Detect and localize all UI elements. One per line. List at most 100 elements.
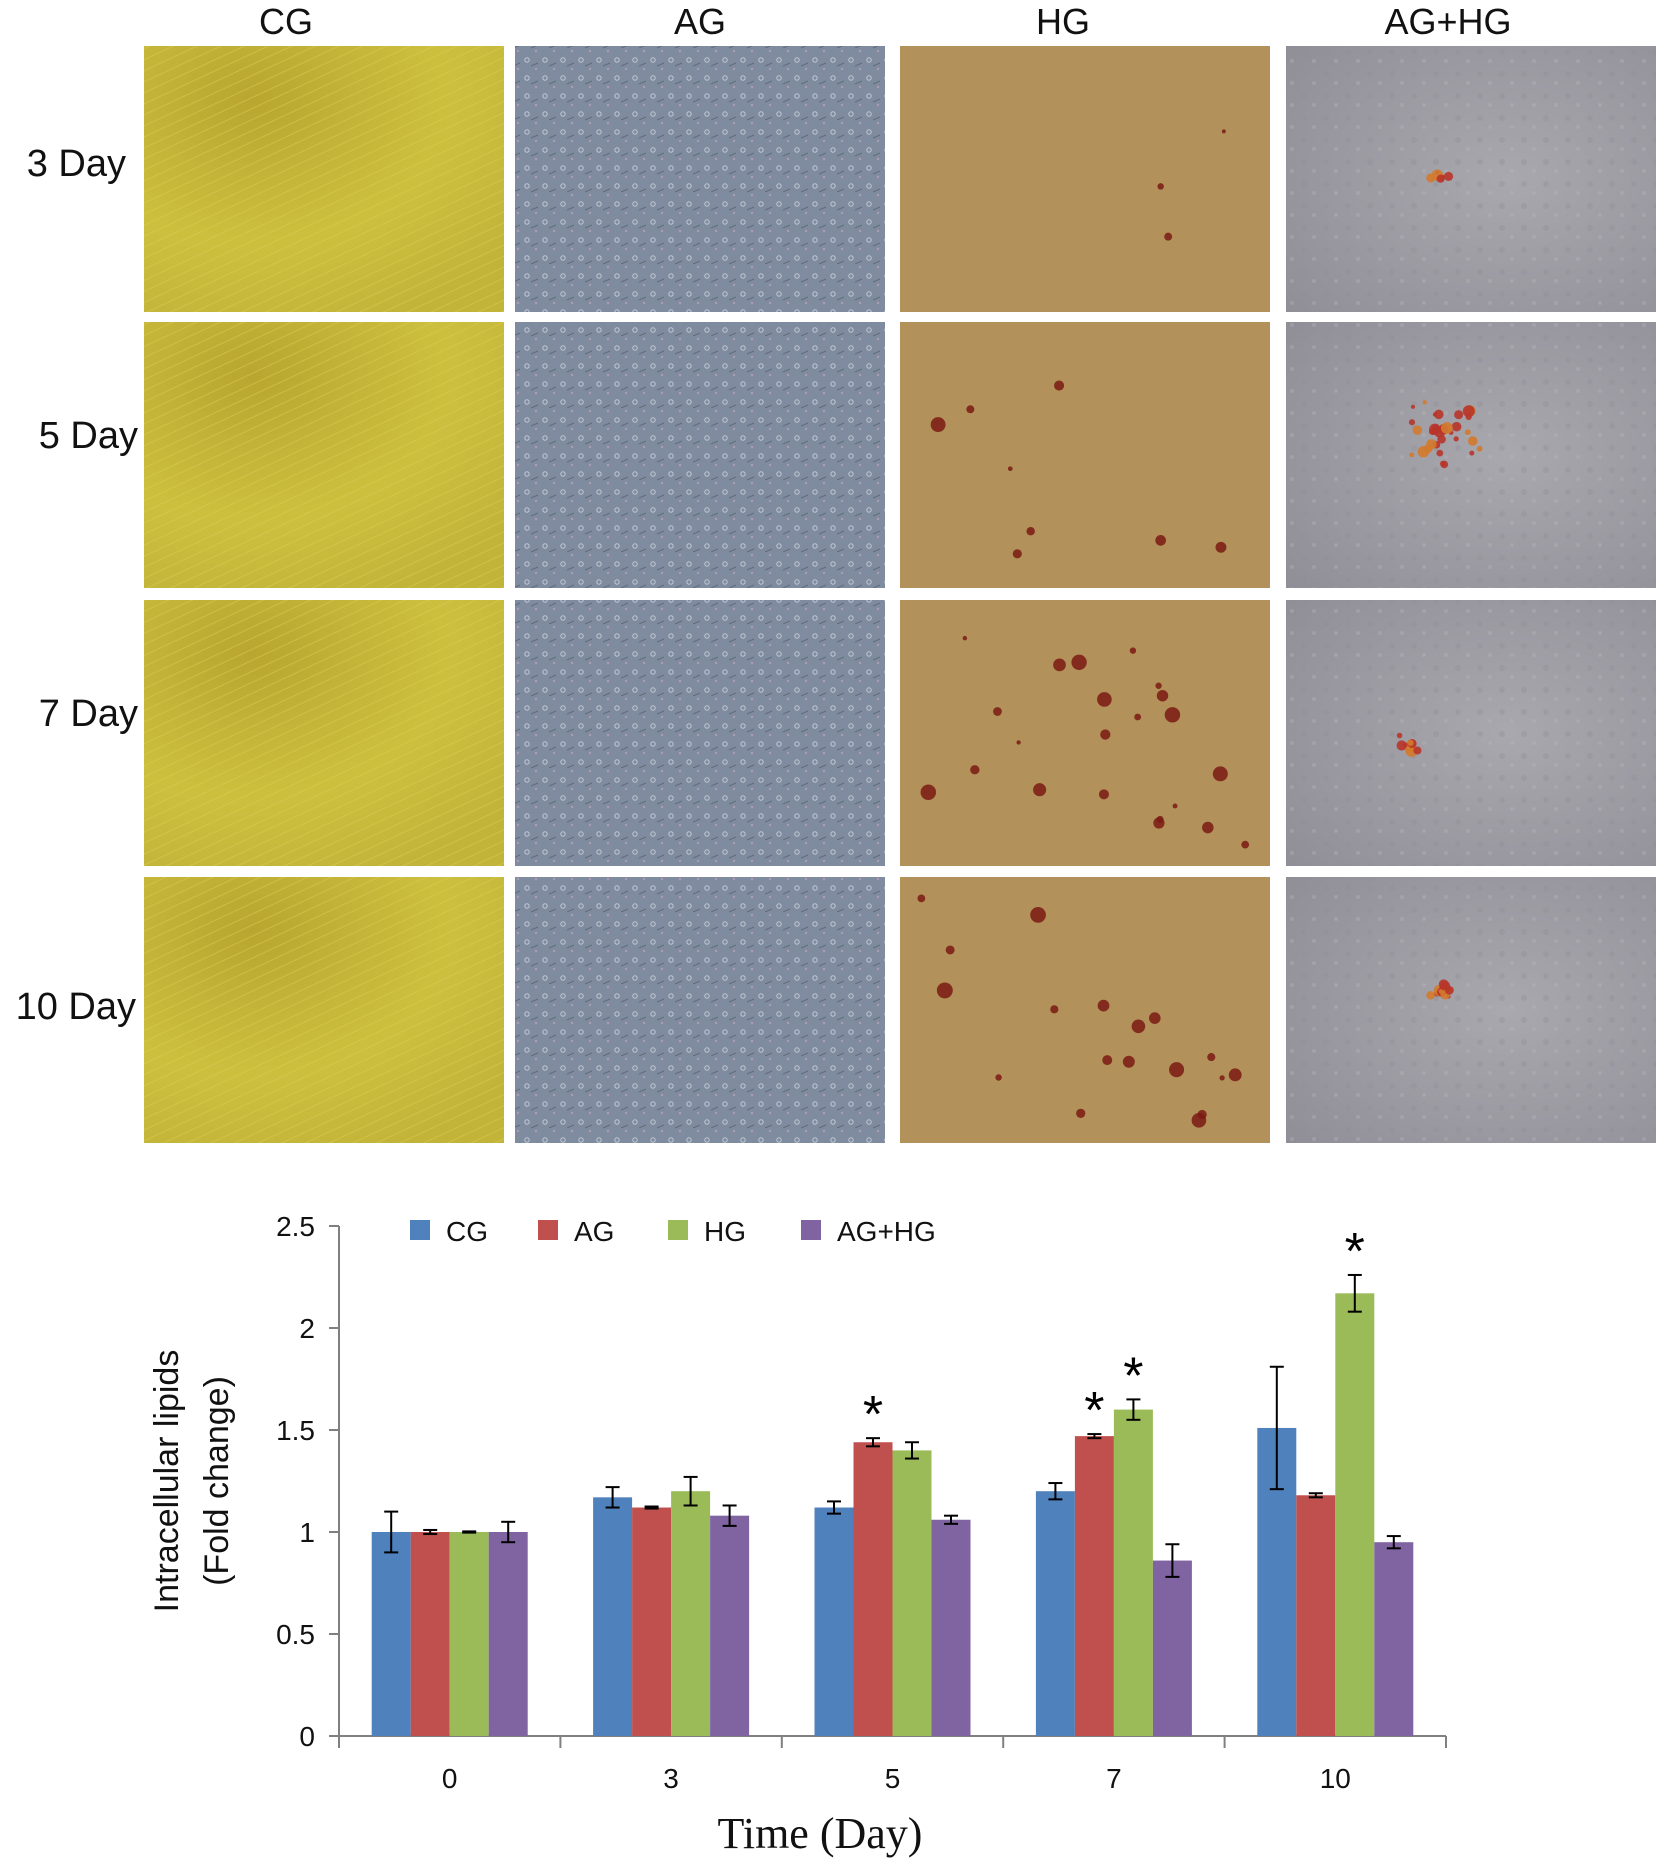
micrograph-texture xyxy=(144,322,504,588)
x-tick-label-5: 5 xyxy=(885,1763,901,1794)
lipid-droplet xyxy=(1241,840,1250,849)
micrograph-texture xyxy=(1286,877,1656,1143)
lipid-droplet xyxy=(1476,445,1483,452)
lipid-droplet xyxy=(1076,1108,1086,1118)
micrograph-background xyxy=(900,322,1270,588)
lipid-droplet xyxy=(1155,535,1167,546)
x-tick-label-10: 10 xyxy=(1320,1763,1351,1794)
bar-ag-day-3 xyxy=(632,1507,672,1736)
micrograph-ag-5-day xyxy=(515,322,885,588)
lipid-droplet xyxy=(1157,183,1164,190)
legend-label-ag: AG xyxy=(574,1216,614,1247)
lipid-droplet xyxy=(1454,410,1464,420)
lipid-droplet xyxy=(1097,692,1112,707)
lipid-droplet xyxy=(1100,729,1111,740)
micrograph-grid: CG AG HG AG+HG 3 Day 5 Day 7 Day 10 Day xyxy=(16,1,1656,1143)
legend-swatch-cg xyxy=(410,1220,430,1240)
micrograph-cg-10-day xyxy=(144,877,504,1143)
lipid-droplet xyxy=(1172,803,1178,809)
lipid-droplet xyxy=(1156,689,1169,702)
lipid-droplet xyxy=(1438,989,1444,994)
legend-label-hg: HG xyxy=(704,1216,746,1247)
micrograph-texture xyxy=(144,877,504,1143)
lipid-droplet xyxy=(1033,783,1047,797)
lipid-droplet xyxy=(1026,526,1035,536)
bar-hg-day-10 xyxy=(1335,1293,1375,1736)
bar-ag-hg-day-0 xyxy=(488,1532,528,1736)
lipid-droplet xyxy=(1407,739,1414,746)
lipid-droplet xyxy=(1129,647,1137,654)
bar-cg-day-7 xyxy=(1035,1491,1075,1736)
y-tick-label: 0.5 xyxy=(276,1619,315,1650)
lipid-droplet xyxy=(1434,409,1444,420)
lipid-droplet xyxy=(1134,713,1142,721)
lipid-droplet xyxy=(1102,1055,1113,1066)
bar-ag-hg-day-3 xyxy=(710,1515,750,1736)
lipid-droplet xyxy=(1030,907,1046,923)
lipid-droplet xyxy=(1440,422,1453,434)
lipid-droplet xyxy=(1422,400,1427,405)
micrograph-texture xyxy=(515,322,885,588)
legend-label-ag-hg: AG+HG xyxy=(837,1216,936,1247)
lipid-droplet xyxy=(1053,658,1066,672)
lipid-droplet xyxy=(1412,425,1423,435)
lipid-droplet xyxy=(1012,549,1022,559)
lipid-droplet xyxy=(1426,991,1435,1000)
bar-ag-day-0 xyxy=(410,1532,450,1736)
lipid-droplet xyxy=(1453,436,1459,442)
lipid-droplet xyxy=(1097,999,1110,1012)
lipid-droplet xyxy=(1436,449,1444,457)
legend-swatch-ag xyxy=(538,1220,558,1240)
lipid-droplet xyxy=(1169,1062,1185,1078)
micrograph-texture xyxy=(144,600,504,866)
y-tick-label: 0 xyxy=(299,1721,315,1752)
lipid-droplet xyxy=(1191,1113,1207,1128)
lipid-droplet xyxy=(1438,979,1449,990)
y-tick-label: 1 xyxy=(299,1517,315,1548)
lipid-droplet xyxy=(1451,421,1462,432)
lipid-droplet xyxy=(1464,429,1471,436)
bar-ag-day-7 xyxy=(1074,1436,1114,1736)
lipid-droplet xyxy=(1219,1075,1225,1081)
lipid-droplet xyxy=(1443,171,1454,181)
micrograph-texture xyxy=(515,46,885,312)
lipid-droplet xyxy=(1050,1005,1059,1014)
lipid-droplet xyxy=(993,707,1002,716)
lipid-droplet xyxy=(1432,412,1438,417)
micrograph-ag-hg-7-day xyxy=(1286,600,1656,866)
lipid-droplet xyxy=(970,765,980,775)
x-axis-title: Time (Day) xyxy=(718,1809,923,1858)
bar-ag-hg-day-10 xyxy=(1374,1542,1414,1736)
significance-star: * xyxy=(1345,1223,1365,1281)
lipid-droplet xyxy=(1413,746,1422,755)
lipid-droplet xyxy=(1221,129,1226,134)
y-axis-title: Intracellular lipids xyxy=(148,1350,186,1613)
lipid-droplet xyxy=(1122,1055,1135,1068)
significance-star: * xyxy=(863,1386,883,1444)
lipid-droplet xyxy=(1445,985,1454,995)
lipid-droplet xyxy=(1396,732,1403,739)
lipid-droplet xyxy=(1409,452,1415,458)
bar-hg-day-7 xyxy=(1113,1409,1153,1736)
micrograph-ag-10-day xyxy=(515,877,885,1143)
micrograph-ag-7-day xyxy=(515,600,885,866)
bar-ag-hg-day-7 xyxy=(1152,1560,1192,1736)
column-label-ag: AG xyxy=(674,1,726,42)
y-tick-label: 1.5 xyxy=(276,1415,315,1446)
micrograph-ag-hg-10-day xyxy=(1286,877,1656,1143)
lipid-droplet xyxy=(1212,766,1228,782)
lipid-droplet xyxy=(1403,742,1408,748)
micrograph-ag-hg-5-day xyxy=(1286,322,1656,588)
row-label-3-day: 3 Day xyxy=(27,143,126,185)
legend-swatch-ag-hg xyxy=(801,1220,821,1240)
column-label-hg: HG xyxy=(1036,1,1090,42)
lipid-droplet xyxy=(920,784,937,800)
lipid-droplet xyxy=(1007,466,1013,472)
micrograph-cg-3-day xyxy=(144,46,504,312)
significance-star: * xyxy=(1123,1347,1143,1405)
lipid-droplet xyxy=(1131,1019,1146,1034)
micrograph-hg-5-day xyxy=(900,322,1270,588)
y-axis-subtitle: (Fold change) xyxy=(198,1376,236,1586)
